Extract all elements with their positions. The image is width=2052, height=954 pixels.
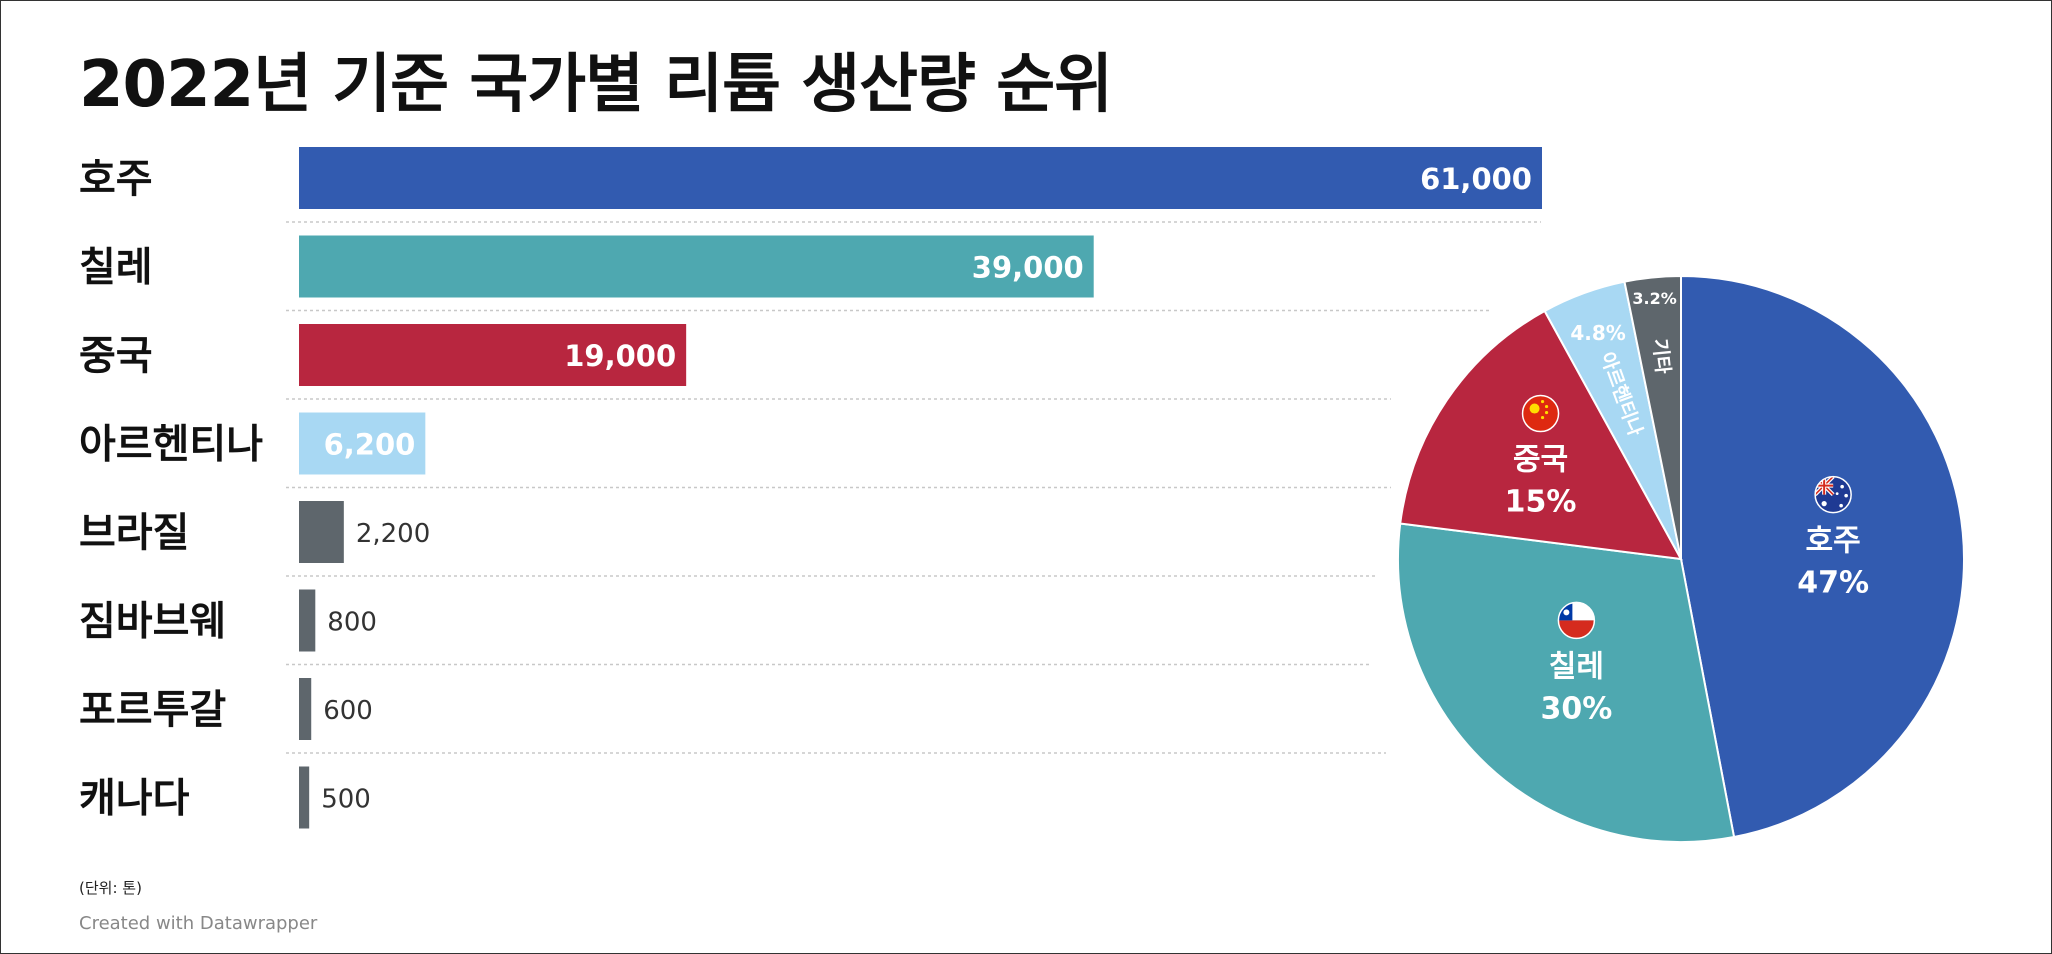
bar-category-label: 포르투갈 (79, 687, 226, 733)
bar-value-label: 6,200 (324, 428, 416, 462)
chile-flag-icon (1557, 601, 1596, 640)
bar-category-label: 칠레 (79, 245, 153, 291)
credit-text: Created with Datawrapper (79, 913, 318, 934)
pie-slice-label: 호주 (1806, 524, 1861, 559)
pie-slice-label: 중국 (1513, 443, 1568, 478)
pie-slice-value: 3.2% (1632, 289, 1676, 308)
bar-value-label: 800 (327, 608, 377, 638)
bar-value-label: 19,000 (564, 339, 676, 373)
pie-slice (1399, 309, 1683, 561)
pie-slice (1680, 274, 1965, 839)
bar (299, 412, 426, 475)
bar-value-label: 2,200 (356, 519, 430, 549)
unit-note: (단위: 톤) (79, 879, 142, 897)
bar-category-label: 짐바브웨 (79, 599, 226, 645)
bar-value-label: 600 (323, 696, 373, 726)
pie-slice (1623, 274, 1682, 560)
bar (299, 147, 1542, 209)
bar-value-label: 61,000 (1420, 162, 1532, 196)
bar (299, 324, 687, 386)
bar-category-label: 아르헨티나 (79, 422, 263, 468)
bar-value-label: 39,000 (972, 251, 1084, 285)
pie-slice-value: 30% (1540, 691, 1612, 726)
pie-slice-value: 15% (1505, 485, 1577, 520)
bar-category-label: 브라질 (79, 510, 189, 556)
pie-slice-label: 칠레 (1549, 649, 1604, 684)
pie-slice (1397, 522, 1736, 843)
chart-title: 2022년 기준 국가별 리튬 생산량 순위 (79, 48, 1113, 122)
bar-category-label: 중국 (79, 333, 153, 379)
bar (299, 766, 310, 829)
bar-category-label: 호주 (79, 156, 153, 202)
bar-value-label: 500 (321, 785, 371, 815)
pie-slice-value: 47% (1797, 566, 1869, 601)
bar-category-label: 캐나다 (79, 776, 190, 822)
bar (299, 589, 316, 652)
pie-slice-label: 기타 (1648, 338, 1673, 376)
pie-slice-value: 4.8% (1570, 321, 1625, 345)
bar (299, 235, 1094, 298)
china-flag-icon (1521, 394, 1560, 433)
bar (299, 501, 344, 563)
australia-flag-icon (1814, 475, 1852, 514)
bar (299, 678, 312, 740)
